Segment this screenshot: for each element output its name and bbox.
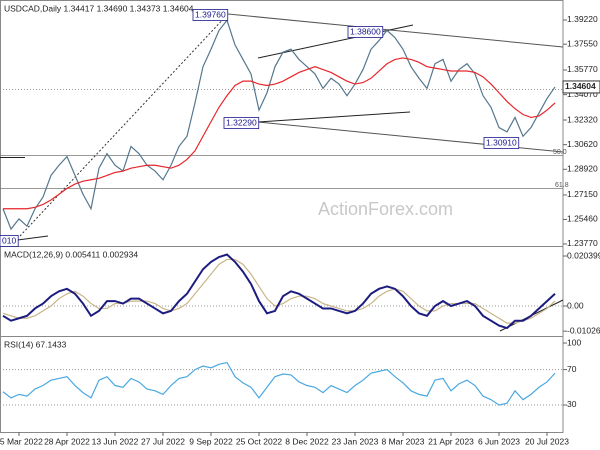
x-tick-label: 13 Jun 2022	[92, 436, 139, 446]
y-tick-label: 1.30620	[567, 139, 598, 149]
x-tick-label: 9 Sep 2022	[189, 436, 233, 446]
series-line	[3, 57, 556, 210]
pivot-label: 1.30910	[486, 137, 517, 147]
x-tick-label: 27 Jul 2022	[141, 436, 185, 446]
y-tick-label: 30	[567, 399, 577, 409]
series-line	[2, 19, 556, 231]
pivot-label: 1.32290	[226, 117, 257, 127]
y-tick-label: 1.32320	[567, 114, 598, 124]
x-tick-label: 23 Jan 2023	[332, 436, 379, 446]
chart-title: USDCAD,Daily 1.34417 1.34690 1.34373 1.3…	[4, 3, 194, 13]
y-tick-label: 100	[567, 337, 581, 347]
x-tick-label: 21 Apr 2023	[428, 436, 474, 446]
y-tick-label: 1.35770	[567, 64, 598, 74]
y-tick-label: 1.25460	[567, 214, 598, 224]
y-tick-label: 1.28920	[567, 164, 598, 174]
x-tick-label: 8 Dec 2022	[285, 436, 329, 446]
y-tick-label: 0.020399	[567, 250, 600, 260]
pivot-label: 1.39760	[195, 9, 226, 19]
pivot-label: 1.38600	[350, 26, 381, 36]
pivot-label: 010	[2, 235, 16, 245]
pivot-box	[223, 117, 260, 129]
x-tick-label: 15 Mar 2022	[0, 436, 43, 446]
rsi-title: RSI(14) 67.1433	[4, 339, 67, 349]
channel-line	[227, 13, 564, 48]
y-tick-label: 1.27150	[567, 189, 598, 199]
y-tick-label: 1.23770	[567, 238, 598, 248]
x-tick-label: 25 Oct 2022	[236, 436, 283, 446]
pivot-box	[347, 26, 384, 38]
fib-label: 61.8	[555, 182, 569, 189]
y-tick-label: 70	[567, 364, 577, 374]
last-price-tag	[562, 80, 600, 94]
pivot-box	[483, 137, 520, 149]
series-line	[2, 253, 556, 330]
x-tick-label: 20 Jul 2023	[525, 436, 569, 446]
y-tick-label: 1.34070	[567, 89, 598, 99]
y-tick-label: 0.00	[567, 300, 584, 310]
x-tick-label: 8 Mar 2023	[382, 436, 425, 446]
pivot-box	[0, 235, 19, 247]
y-tick-label: 1.39220	[567, 14, 598, 24]
series-line	[2, 361, 556, 406]
trend-line	[19, 13, 229, 237]
watermark: ActionForex.com	[318, 199, 453, 219]
wedge-line	[257, 111, 411, 123]
x-tick-label: 28 Apr 2022	[44, 436, 90, 446]
y-tick-label: -0.01026	[567, 325, 600, 335]
last-price-label: 1.34604	[565, 81, 596, 91]
plot-frame	[0, 0, 564, 433]
pivot-box	[192, 9, 229, 21]
y-tick-label: 1.37550	[567, 38, 598, 48]
x-tick-label: 6 Jun 2023	[478, 436, 520, 446]
macd-title: MACD(12,26,9) 0.005411 0.002934	[4, 249, 138, 259]
fib-label: 50.0	[553, 149, 567, 156]
